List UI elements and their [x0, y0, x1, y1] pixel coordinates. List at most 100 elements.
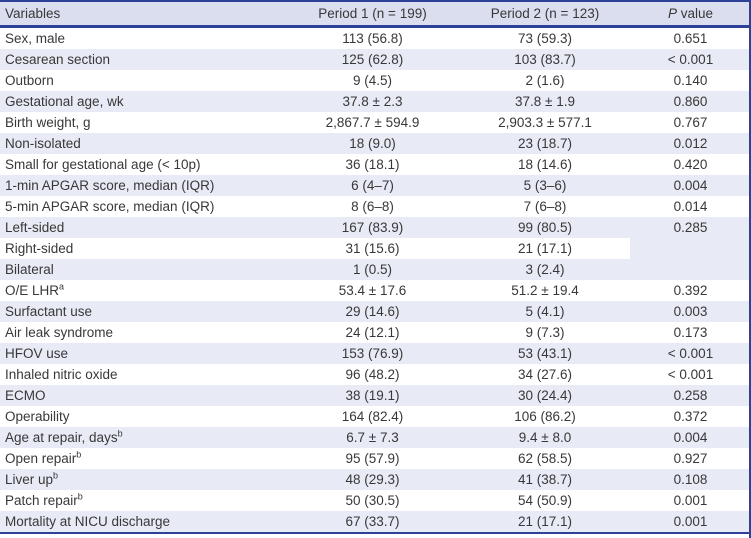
table-row: Right-sided 31 (15.6) 21 (17.1)	[0, 238, 751, 259]
variable-cell: Left-sided	[0, 217, 285, 238]
period1-cell: 24 (12.1)	[285, 322, 460, 343]
period2-cell: 9.4 ± 8.0	[460, 427, 630, 448]
table-row: Mortality at NICU discharge 67 (33.7) 21 (…	[0, 511, 751, 533]
period1-cell: 31 (15.6)	[285, 238, 460, 259]
column-header-period1: Period 1 (n = 199)	[285, 1, 460, 28]
table-row: O/E LHRa 53.4 ± 17.6 51.2 ± 19.4 0.392	[0, 280, 751, 301]
period1-cell: 48 (29.3)	[285, 469, 460, 490]
variable-cell: Patch repairb	[0, 490, 285, 511]
variable-cell: Right-sided	[0, 238, 285, 259]
column-header-variables: Variables	[0, 1, 285, 28]
variable-cell: Mortality at NICU discharge	[0, 511, 285, 533]
table-row: Liver upb 48 (29.3) 41 (38.7) 0.108	[0, 469, 751, 490]
period2-cell: 3 (2.4)	[460, 259, 630, 280]
period1-cell: 113 (56.8)	[285, 26, 460, 49]
footnote-marker: a	[59, 281, 65, 292]
period1-cell: 164 (82.4)	[285, 406, 460, 427]
table-row: Age at repair, daysb 6.7 ± 7.3 9.4 ± 8.0 0.…	[0, 427, 751, 448]
variable-cell: Surfactant use	[0, 301, 285, 322]
table-row: Non-isolated 18 (9.0) 23 (18.7) 0.012	[0, 133, 751, 154]
table-row: Cesarean section 125 (62.8) 103 (83.7) < 0.…	[0, 49, 751, 70]
footnote-marker: b	[76, 449, 82, 460]
period1-cell: 2,867.7 ± 594.9	[285, 112, 460, 133]
period2-cell: 54 (50.9)	[460, 490, 630, 511]
pvalue-cell: 0.927	[630, 448, 751, 469]
period2-cell: 5 (4.1)	[460, 301, 630, 322]
period2-cell: 51.2 ± 19.4	[460, 280, 630, 301]
period2-cell: 30 (24.4)	[460, 385, 630, 406]
period1-cell: 96 (48.2)	[285, 364, 460, 385]
pvalue-cell: 0.003	[630, 301, 751, 322]
table-row: Birth weight, g 2,867.7 ± 594.9 2,903.3 ± …	[0, 112, 751, 133]
period2-cell: 106 (86.2)	[460, 406, 630, 427]
variable-cell: Non-isolated	[0, 133, 285, 154]
period2-cell: 53 (43.1)	[460, 343, 630, 364]
table-row: HFOV use 153 (76.9) 53 (43.1) < 0.001	[0, 343, 751, 364]
header-row: Variables Period 1 (n = 199) Period 2 (n…	[0, 1, 751, 28]
pvalue-cell: 0.001	[630, 490, 751, 511]
period1-cell: 6.7 ± 7.3	[285, 427, 460, 448]
table-row: Open repairb 95 (57.9) 62 (58.5) 0.927	[0, 448, 751, 469]
variable-cell: Gestational age, wk	[0, 91, 285, 112]
pvalue-cell	[630, 259, 751, 280]
column-header-pvalue: P value	[630, 1, 751, 28]
table-row: ECMO 38 (19.1) 30 (24.4) 0.258	[0, 385, 751, 406]
period2-cell: 62 (58.5)	[460, 448, 630, 469]
table-body: Sex, male 113 (56.8) 73 (59.3) 0.651 Cesarea…	[0, 26, 751, 533]
variable-cell: Small for gestational age (< 10p)	[0, 154, 285, 175]
pvalue-cell: 0.860	[630, 91, 751, 112]
variable-cell: HFOV use	[0, 343, 285, 364]
table-row: 5-min APGAR score, median (IQR) 8 (6–8) 7 …	[0, 196, 751, 217]
period1-cell: 125 (62.8)	[285, 49, 460, 70]
period2-cell: 37.8 ± 1.9	[460, 91, 630, 112]
pvalue-italic-p: P	[667, 6, 677, 21]
pvalue-cell: 0.392	[630, 280, 751, 301]
pvalue-cell: 0.108	[630, 469, 751, 490]
period2-cell: 99 (80.5)	[460, 217, 630, 238]
period1-cell: 167 (83.9)	[285, 217, 460, 238]
period2-cell: 21 (17.1)	[460, 238, 630, 259]
pvalue-cell: 0.651	[630, 26, 751, 49]
variable-cell: Birth weight, g	[0, 112, 285, 133]
variable-cell: Sex, male	[0, 26, 285, 49]
pvalue-cell: 0.420	[630, 154, 751, 175]
period2-cell: 21 (17.1)	[460, 511, 630, 533]
period2-cell: 73 (59.3)	[460, 26, 630, 49]
period1-cell: 8 (6–8)	[285, 196, 460, 217]
pvalue-cell: < 0.001	[630, 49, 751, 70]
table-row: Patch repairb 50 (30.5) 54 (50.9) 0.001	[0, 490, 751, 511]
period2-cell: 5 (3–6)	[460, 175, 630, 196]
pvalue-cell: 0.372	[630, 406, 751, 427]
table-row: Air leak syndrome 24 (12.1) 9 (7.3) 0.173	[0, 322, 751, 343]
period1-cell: 53.4 ± 17.6	[285, 280, 460, 301]
table-row: Surfactant use 29 (14.6) 5 (4.1) 0.003	[0, 301, 751, 322]
table-row: Gestational age, wk 37.8 ± 2.3 37.8 ± 1.9 0…	[0, 91, 751, 112]
pvalue-cell: < 0.001	[630, 364, 751, 385]
footnote-marker: b	[77, 491, 83, 502]
pvalue-cell: 0.012	[630, 133, 751, 154]
table-row: Left-sided 167 (83.9) 99 (80.5) 0.285	[0, 217, 751, 238]
pvalue-cell: 0.285	[630, 217, 751, 238]
variable-cell: Open repairb	[0, 448, 285, 469]
variable-cell: Inhaled nitric oxide	[0, 364, 285, 385]
period1-cell: 38 (19.1)	[285, 385, 460, 406]
table-row: 1-min APGAR score, median (IQR) 6 (4–7) 5 …	[0, 175, 751, 196]
pvalue-cell: 0.767	[630, 112, 751, 133]
pvalue-cell: 0.001	[630, 511, 751, 533]
period2-cell: 103 (83.7)	[460, 49, 630, 70]
period2-cell: 18 (14.6)	[460, 154, 630, 175]
variable-cell: 1-min APGAR score, median (IQR)	[0, 175, 285, 196]
table-row: Outborn 9 (4.5) 2 (1.6) 0.140	[0, 70, 751, 91]
period1-cell: 1 (0.5)	[285, 259, 460, 280]
table-row: Inhaled nitric oxide 96 (48.2) 34 (27.6) < …	[0, 364, 751, 385]
variable-cell: Cesarean section	[0, 49, 285, 70]
table-row: Sex, male 113 (56.8) 73 (59.3) 0.651	[0, 26, 751, 49]
variable-cell: Outborn	[0, 70, 285, 91]
period1-cell: 29 (14.6)	[285, 301, 460, 322]
variable-cell: Age at repair, daysb	[0, 427, 285, 448]
table-row: Bilateral 1 (0.5) 3 (2.4)	[0, 259, 751, 280]
footnote-marker: b	[117, 428, 123, 439]
pvalue-cell: 0.173	[630, 322, 751, 343]
